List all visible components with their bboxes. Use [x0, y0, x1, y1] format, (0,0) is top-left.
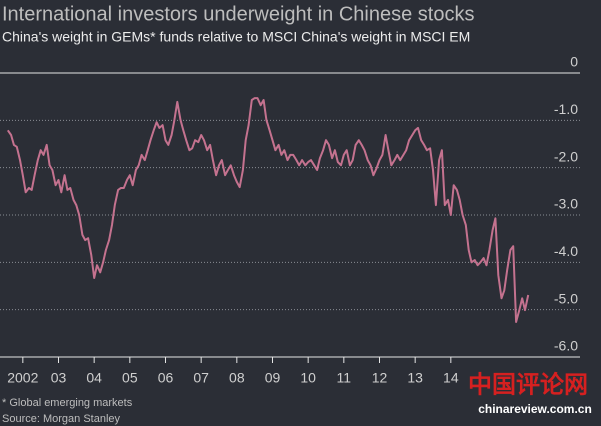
x-tick-label: 03	[51, 370, 67, 386]
footnote: * Global emerging markets	[2, 397, 133, 409]
watermark: 中国评论网	[468, 370, 588, 398]
x-tick-label: 12	[372, 370, 388, 386]
x-tick-label: 14	[443, 370, 459, 386]
chart-subtitle: China's weight in GEMs* funds relative t…	[2, 29, 470, 45]
x-tick-label: 2002	[7, 370, 38, 386]
y-tick-label: -6.0	[554, 338, 578, 354]
chart-title: International investors underweight in C…	[2, 3, 474, 25]
x-tick-label: 09	[265, 370, 281, 386]
source: Source: Morgan Stanley	[2, 413, 121, 425]
x-tick-label: 05	[122, 370, 138, 386]
y-tick-label: -1.0	[554, 101, 578, 117]
y-tick-label: -2.0	[554, 148, 578, 164]
x-tick-label: 04	[86, 370, 102, 386]
x-tick-label: 07	[193, 370, 209, 386]
y-tick-label: -4.0	[554, 243, 578, 259]
x-tick-label: 11	[337, 370, 352, 386]
y-tick-label: -3.0	[554, 196, 578, 212]
y-tick-label: 0	[570, 54, 578, 70]
y-tick-label: -5.0	[554, 290, 578, 306]
x-tick-label: 08	[229, 370, 245, 386]
data-line	[6, 97, 530, 323]
watermark-url: chinareview.com.cn	[478, 402, 592, 416]
x-tick-label: 13	[407, 370, 423, 386]
x-tick-label: 06	[158, 370, 174, 386]
x-tick-label: 10	[300, 370, 316, 386]
